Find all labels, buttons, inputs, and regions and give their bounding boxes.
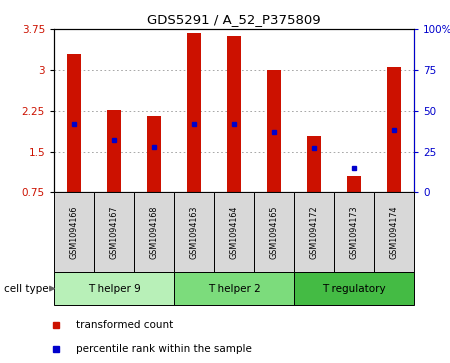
Bar [334, 192, 374, 272]
Text: GSM1094166: GSM1094166 [69, 205, 78, 259]
Bar [174, 272, 294, 305]
Bar [294, 272, 414, 305]
Text: T helper 2: T helper 2 [207, 284, 261, 294]
Text: GSM1094172: GSM1094172 [310, 205, 319, 259]
Bar [54, 272, 174, 305]
Bar [387, 67, 401, 192]
Text: GSM1094165: GSM1094165 [270, 205, 279, 259]
Bar [174, 192, 214, 272]
Text: T helper 9: T helper 9 [88, 284, 140, 294]
Bar [187, 33, 201, 192]
Bar [134, 192, 174, 272]
Text: cell type: cell type [4, 284, 49, 294]
Text: T regulatory: T regulatory [322, 284, 386, 294]
Bar [67, 54, 81, 192]
Text: GSM1094168: GSM1094168 [149, 205, 158, 259]
Text: GSM1094174: GSM1094174 [390, 205, 399, 259]
Bar [294, 192, 334, 272]
Bar [347, 176, 361, 192]
Title: GDS5291 / A_52_P375809: GDS5291 / A_52_P375809 [147, 13, 321, 26]
Bar [227, 36, 241, 192]
Text: GSM1094173: GSM1094173 [350, 205, 359, 259]
Text: percentile rank within the sample: percentile rank within the sample [76, 344, 252, 354]
Bar [94, 192, 134, 272]
Bar [147, 116, 161, 192]
Text: GSM1094167: GSM1094167 [109, 205, 118, 259]
Text: GSM1094163: GSM1094163 [189, 205, 198, 259]
Bar [254, 192, 294, 272]
Bar [267, 70, 281, 192]
Bar [307, 136, 321, 192]
Bar [374, 192, 414, 272]
Bar [107, 110, 121, 192]
Text: GSM1094164: GSM1094164 [230, 205, 238, 259]
Text: transformed count: transformed count [76, 321, 173, 330]
Bar [54, 192, 94, 272]
Bar [214, 192, 254, 272]
